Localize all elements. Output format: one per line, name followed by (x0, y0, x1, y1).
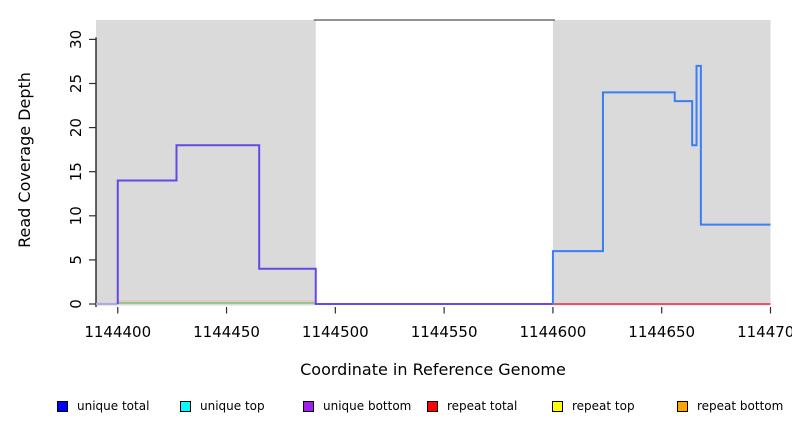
legend-swatch-repeat-total (427, 400, 438, 412)
legend-swatch-unique-total (57, 400, 68, 412)
svg-text:25: 25 (67, 74, 85, 93)
svg-text:1144500: 1144500 (302, 323, 369, 341)
svg-text:0: 0 (67, 299, 85, 309)
legend-item-unique-bottom: unique bottom (303, 399, 411, 413)
legend: unique total unique top unique bottom re… (0, 396, 792, 424)
svg-text:1144600: 1144600 (520, 323, 587, 341)
svg-text:5: 5 (67, 255, 85, 265)
y-axis-title: Read Coverage Depth (15, 72, 34, 248)
legend-item-repeat-top: repeat top (552, 399, 635, 413)
svg-text:30: 30 (67, 30, 85, 49)
legend-label: unique top (200, 399, 265, 413)
svg-text:20: 20 (67, 118, 85, 137)
svg-text:1144650: 1144650 (628, 323, 695, 341)
legend-label: repeat bottom (697, 399, 784, 413)
legend-label: unique bottom (323, 399, 412, 413)
x-axis-title: Coordinate in Reference Genome (300, 360, 566, 379)
svg-text:15: 15 (67, 162, 85, 181)
legend-item-repeat-total: repeat total (427, 399, 517, 413)
legend-swatch-unique-top (180, 400, 191, 412)
legend-label: unique total (77, 399, 150, 413)
legend-swatch-unique-bottom (303, 400, 314, 412)
svg-text:10: 10 (67, 206, 85, 225)
legend-swatch-repeat-top (552, 400, 563, 412)
svg-text:1144400: 1144400 (84, 323, 151, 341)
coverage-plot: 1144400 1144450 1144500 1144550 1144600 11446… (15, 19, 792, 379)
svg-text:1144550: 1144550 (411, 323, 478, 341)
legend-item-repeat-bottom: repeat bottom (677, 399, 783, 413)
legend-label: repeat top (572, 399, 635, 413)
legend-item-unique-total: unique total (57, 399, 149, 413)
legend-label: repeat total (447, 399, 518, 413)
legend-item-unique-top: unique top (180, 399, 265, 413)
svg-text:1144450: 1144450 (193, 323, 260, 341)
legend-swatch-repeat-bottom (677, 400, 688, 412)
